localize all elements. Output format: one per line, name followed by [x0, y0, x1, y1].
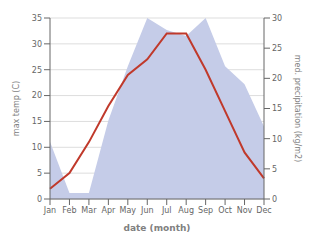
- svg-text:15: 15: [272, 104, 282, 113]
- svg-text:20: 20: [32, 91, 42, 100]
- svg-text:Oct: Oct: [218, 206, 232, 215]
- svg-text:Feb: Feb: [62, 206, 76, 215]
- svg-text:15: 15: [32, 117, 42, 126]
- svg-text:max temp (C): max temp (C): [12, 81, 21, 136]
- svg-text:May: May: [120, 206, 137, 215]
- svg-text:35: 35: [32, 14, 42, 23]
- svg-text:Apr: Apr: [101, 206, 116, 215]
- svg-text:Nov: Nov: [237, 206, 253, 215]
- svg-text:25: 25: [272, 44, 282, 53]
- svg-text:0: 0: [272, 195, 277, 204]
- svg-text:0: 0: [37, 195, 42, 204]
- svg-text:5: 5: [37, 169, 42, 178]
- svg-text:Jul: Jul: [161, 206, 172, 215]
- svg-text:25: 25: [32, 66, 42, 75]
- svg-text:date (month): date (month): [124, 223, 191, 233]
- svg-text:30: 30: [272, 14, 282, 23]
- svg-text:30: 30: [32, 40, 42, 49]
- svg-text:Sep: Sep: [198, 206, 213, 215]
- svg-text:Jun: Jun: [140, 206, 154, 215]
- svg-text:Mar: Mar: [81, 206, 97, 215]
- svg-text:10: 10: [272, 135, 282, 144]
- svg-text:Aug: Aug: [178, 206, 194, 215]
- svg-text:20: 20: [272, 74, 282, 83]
- svg-text:Jan: Jan: [43, 206, 56, 215]
- svg-text:Dec: Dec: [256, 206, 271, 215]
- svg-text:5: 5: [272, 165, 277, 174]
- svg-text:10: 10: [32, 143, 42, 152]
- svg-text:med. precipitation (kg/m2): med. precipitation (kg/m2): [293, 55, 302, 162]
